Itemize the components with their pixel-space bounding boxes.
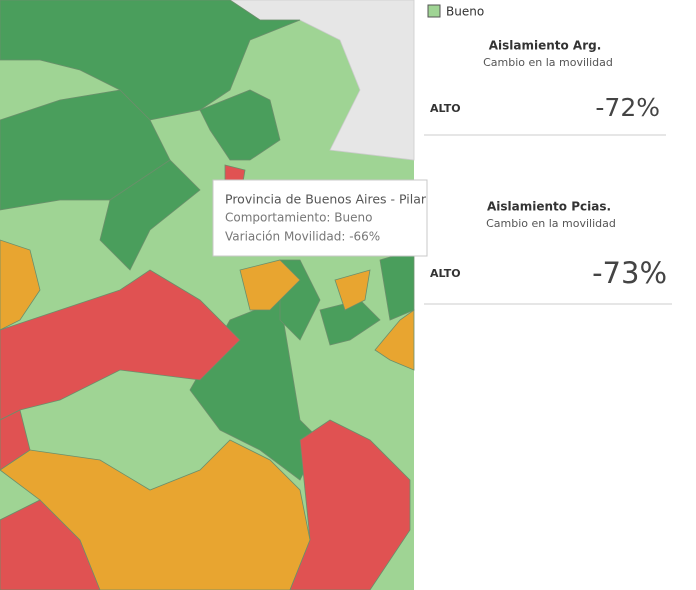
map [0,0,415,590]
legend-label: Bueno [446,5,484,19]
panel-title: Aislamiento Arg. [489,39,602,53]
panel-subtitle: Cambio en la movilidad [483,56,613,69]
panel-value: -73% [592,256,667,290]
tooltip-line: Comportamiento: Bueno [225,211,372,225]
legend-swatch [427,4,441,18]
tooltip-line: Variación Movilidad: -66% [225,230,380,244]
panel-subtitle: Cambio en la movilidad [486,217,616,230]
panel-level: ALTO [430,267,461,280]
panel-level: ALTO [430,102,461,115]
tooltip-title: Provincia de Buenos Aires - Pilar [225,192,427,207]
tooltip: Provincia de Buenos Aires - Pilar Compor… [212,179,428,257]
panel-title: Aislamiento Pcias. [487,200,611,214]
tooltip-box [212,179,428,257]
panel-value: -72% [595,93,660,122]
side-panel: Bueno Aislamiento Arg. Cambio en la movi… [424,4,672,305]
